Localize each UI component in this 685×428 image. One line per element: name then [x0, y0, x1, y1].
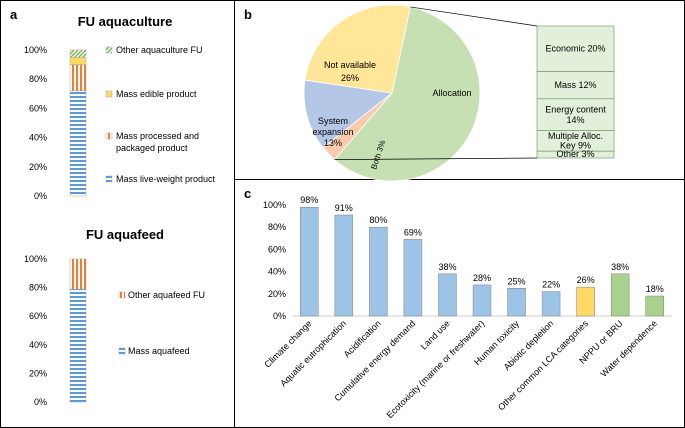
bar-nppu-or-bru [610, 273, 630, 317]
breakdown-label-energy-content: Energy content [545, 104, 606, 114]
breakdown-segment-economic [536, 25, 615, 72]
breakdown-label-multiple-alloc-key: Key 9% [560, 140, 591, 150]
legend-label-mass-live-weight-product: Mass live-weight product [116, 174, 216, 184]
panel-a-label: a [10, 7, 18, 22]
chart-fu-aquaculture: FU aquaculture 0% 20% 40% 60% 80% 100% [24, 14, 172, 201]
ytick-label: 20% [268, 289, 286, 299]
pie-slice-allocation [333, 6, 481, 182]
legend-label-other-aquaculture-fu: Other aquaculture FU [116, 45, 203, 55]
ytick-label: 80% [268, 222, 286, 232]
bar-segment-other-aquaculture-fu [69, 49, 87, 58]
breakdown-label-economic: Economic 20% [545, 44, 605, 54]
data-label-cumulative-energy-demand: 69% [404, 227, 422, 237]
legend-swatch-mass-edible-product [105, 90, 113, 98]
ytick-label-aquafeed: 40% [29, 340, 47, 350]
bar-segment-mass-edible-product [69, 57, 87, 65]
bar-segment-other-aquafeed-fu [69, 258, 87, 290]
bar-segment-mass-aquafeed [69, 288, 87, 403]
ytick-label-aquafeed: 0% [34, 397, 47, 407]
pie-slice-not-available [304, 4, 411, 94]
pie-label-system: System [318, 116, 348, 126]
ytick-label-aquaculture: 0% [34, 191, 47, 201]
bar-other-common-lca-categories [576, 286, 595, 317]
legend-swatch-mass-live-weight-product [105, 175, 113, 183]
panel-c-label: c [244, 186, 251, 201]
pie-label-not-available: Not available [324, 60, 376, 70]
data-label-other-common-lca-categories: 26% [577, 275, 595, 285]
legend-label-mass-processed-and-packaged-product: packaged product [116, 143, 188, 153]
bar-water-dependence [645, 295, 664, 317]
panel-b-label: b [244, 7, 252, 22]
ytick-label-aquafeed: 100% [24, 254, 47, 264]
data-label-nppu-or-bru: 38% [611, 262, 629, 272]
bar-abiotic-depletion [541, 291, 561, 317]
pie-label-allocation: Allocation [432, 88, 471, 98]
panel-c: 0%20%40%60%80%100% 98%Climate change91%Aq… [262, 195, 672, 420]
pie-label-system-2: expansion [312, 127, 353, 137]
data-label-climate-change: 98% [300, 195, 318, 205]
bar-human-toxicity [507, 288, 526, 317]
pie-slice-system-expansion [303, 79, 393, 149]
data-label-land-use: 38% [438, 262, 456, 272]
xtick-label-aquatic-eutrophication: Aquatic eutrophication [278, 318, 348, 388]
ytick-label-aquaculture: 40% [29, 133, 47, 143]
breakdown-segment-other [536, 150, 615, 159]
breakdown-label-energy-content: 14% [566, 115, 584, 125]
data-label-aquatic-eutrophication: 91% [335, 203, 353, 213]
data-label-ecotoxicity-marine-or-freshwater: 28% [473, 273, 491, 283]
xtick-label-land-use: Land use [419, 318, 452, 351]
legend-label-mass-edible-product: Mass edible product [116, 89, 197, 99]
ytick-label-aquafeed: 20% [29, 368, 47, 378]
ytick-label: 60% [268, 244, 286, 254]
data-label-acidification: 80% [369, 215, 387, 225]
bar-ecotoxicity-marine-or-freshwater [472, 284, 492, 317]
data-label-water-dependence: 18% [646, 284, 664, 294]
ytick-label: 40% [268, 267, 286, 277]
bar-aquatic-eutrophication [334, 214, 354, 317]
ytick-label: 100% [263, 200, 286, 210]
breakdown-label-multiple-alloc-key: Multiple Alloc. [548, 131, 603, 141]
legend-fu-aquafeed: Other aquafeed FU Mass aquafeed [118, 290, 205, 356]
legend-swatch-other-aquaculture-fu [105, 46, 113, 54]
ytick-label-aquafeed: 60% [29, 311, 47, 321]
ytick-label-aquaculture: 80% [29, 74, 47, 84]
bar-segment-mass-processed-and-packaged-product [69, 64, 87, 92]
bar-land-use [438, 273, 457, 317]
ytick-label-aquaculture: 60% [29, 103, 47, 113]
bar-segment-mass-live-weight-product [69, 90, 87, 197]
ytick-label-aquafeed: 80% [29, 283, 47, 293]
breakdown-segment-energy-content [536, 98, 615, 131]
breakdown-label-other: Other 3% [556, 149, 594, 159]
panel-b: Allocation Not available 26% Systemexpansio… [303, 4, 615, 182]
legend-fu-aquaculture: Other aquaculture FU Mass edible product M… [105, 45, 216, 184]
data-label-abiotic-depletion: 22% [542, 280, 560, 290]
legend-swatch-other-aquafeed-fu [118, 291, 126, 299]
breakdown-label-mass: Mass 12% [554, 80, 596, 90]
ytick-label-aquaculture: 20% [29, 162, 47, 172]
connector-top [410, 6, 538, 27]
data-label-human-toxicity: 25% [508, 276, 526, 286]
bar-acidification [369, 226, 388, 317]
legend-swatch-mass-aquafeed [118, 347, 126, 355]
ytick-label-aquaculture: 100% [24, 45, 47, 55]
legend-swatch-mass-processed-and-packaged-product [105, 132, 113, 140]
ytick-label: 0% [273, 311, 286, 321]
chart-title-fu-aquafeed: FU aquafeed [86, 227, 164, 242]
legend-label-mass-aquafeed: Mass aquafeed [128, 346, 190, 356]
breakdown-segment-mass [536, 71, 615, 100]
bar-cumulative-energy-demand [403, 239, 423, 317]
chart-fu-aquafeed: FU aquafeed 0% 20% 40% 60% 80% 100% [24, 227, 164, 407]
pie-label-not-available-value: 26% [341, 73, 359, 83]
connector-bottom [334, 157, 538, 160]
chart-title-fu-aquaculture: FU aquaculture [78, 14, 173, 29]
legend-label-mass-processed-and-packaged-product: Mass processed and [116, 131, 199, 141]
bar-climate-change [300, 206, 319, 317]
pie-label-system-value: 13% [324, 138, 342, 148]
legend-label-other-aquafeed-fu: Other aquafeed FU [128, 290, 205, 300]
